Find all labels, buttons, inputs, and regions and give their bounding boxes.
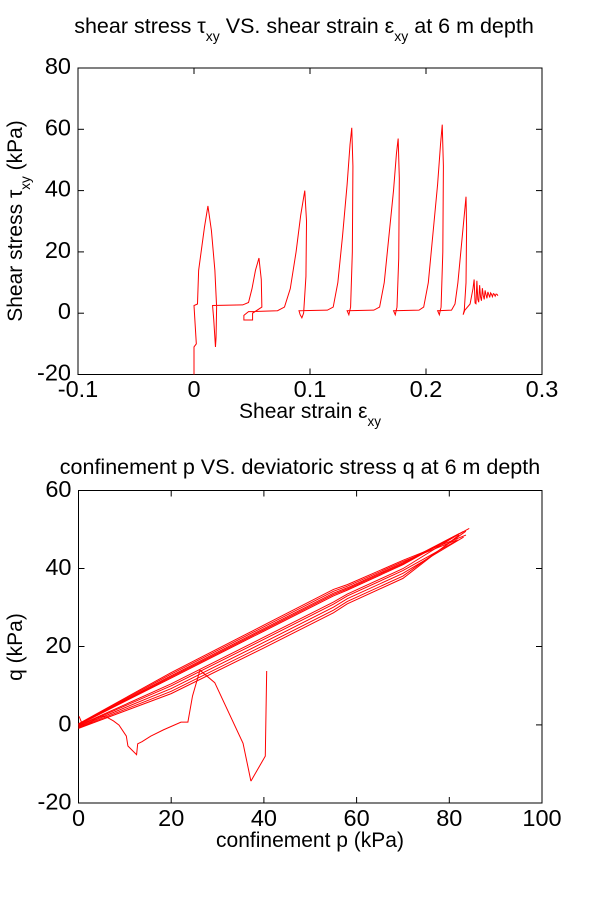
- svg-text:20: 20: [45, 237, 71, 263]
- svg-text:0: 0: [58, 298, 71, 324]
- svg-text:confinement p VS. deviatoric s: confinement p VS. deviatoric stress q at…: [60, 455, 540, 479]
- svg-text:20: 20: [158, 805, 184, 831]
- svg-text:0.3: 0.3: [526, 376, 559, 402]
- svg-text:0: 0: [58, 710, 71, 736]
- svg-text:60: 60: [45, 476, 71, 502]
- svg-text:0.2: 0.2: [410, 376, 443, 402]
- svg-text:60: 60: [45, 114, 71, 140]
- svg-text:q (kPa): q (kPa): [4, 613, 27, 681]
- svg-text:100: 100: [522, 805, 561, 831]
- svg-text:80: 80: [45, 53, 71, 79]
- svg-text:-0.1: -0.1: [58, 376, 99, 402]
- svg-text:40: 40: [45, 554, 71, 580]
- svg-text:-20: -20: [38, 789, 72, 815]
- svg-text:40: 40: [45, 176, 71, 202]
- svg-text:20: 20: [45, 632, 71, 658]
- svg-text:40: 40: [251, 805, 277, 831]
- svg-text:0.1: 0.1: [294, 376, 327, 402]
- svg-text:0: 0: [72, 805, 85, 831]
- svg-text:confinement p (kPa): confinement p (kPa): [216, 829, 404, 852]
- svg-text:80: 80: [436, 805, 462, 831]
- svg-text:0: 0: [187, 376, 200, 402]
- svg-text:60: 60: [344, 805, 370, 831]
